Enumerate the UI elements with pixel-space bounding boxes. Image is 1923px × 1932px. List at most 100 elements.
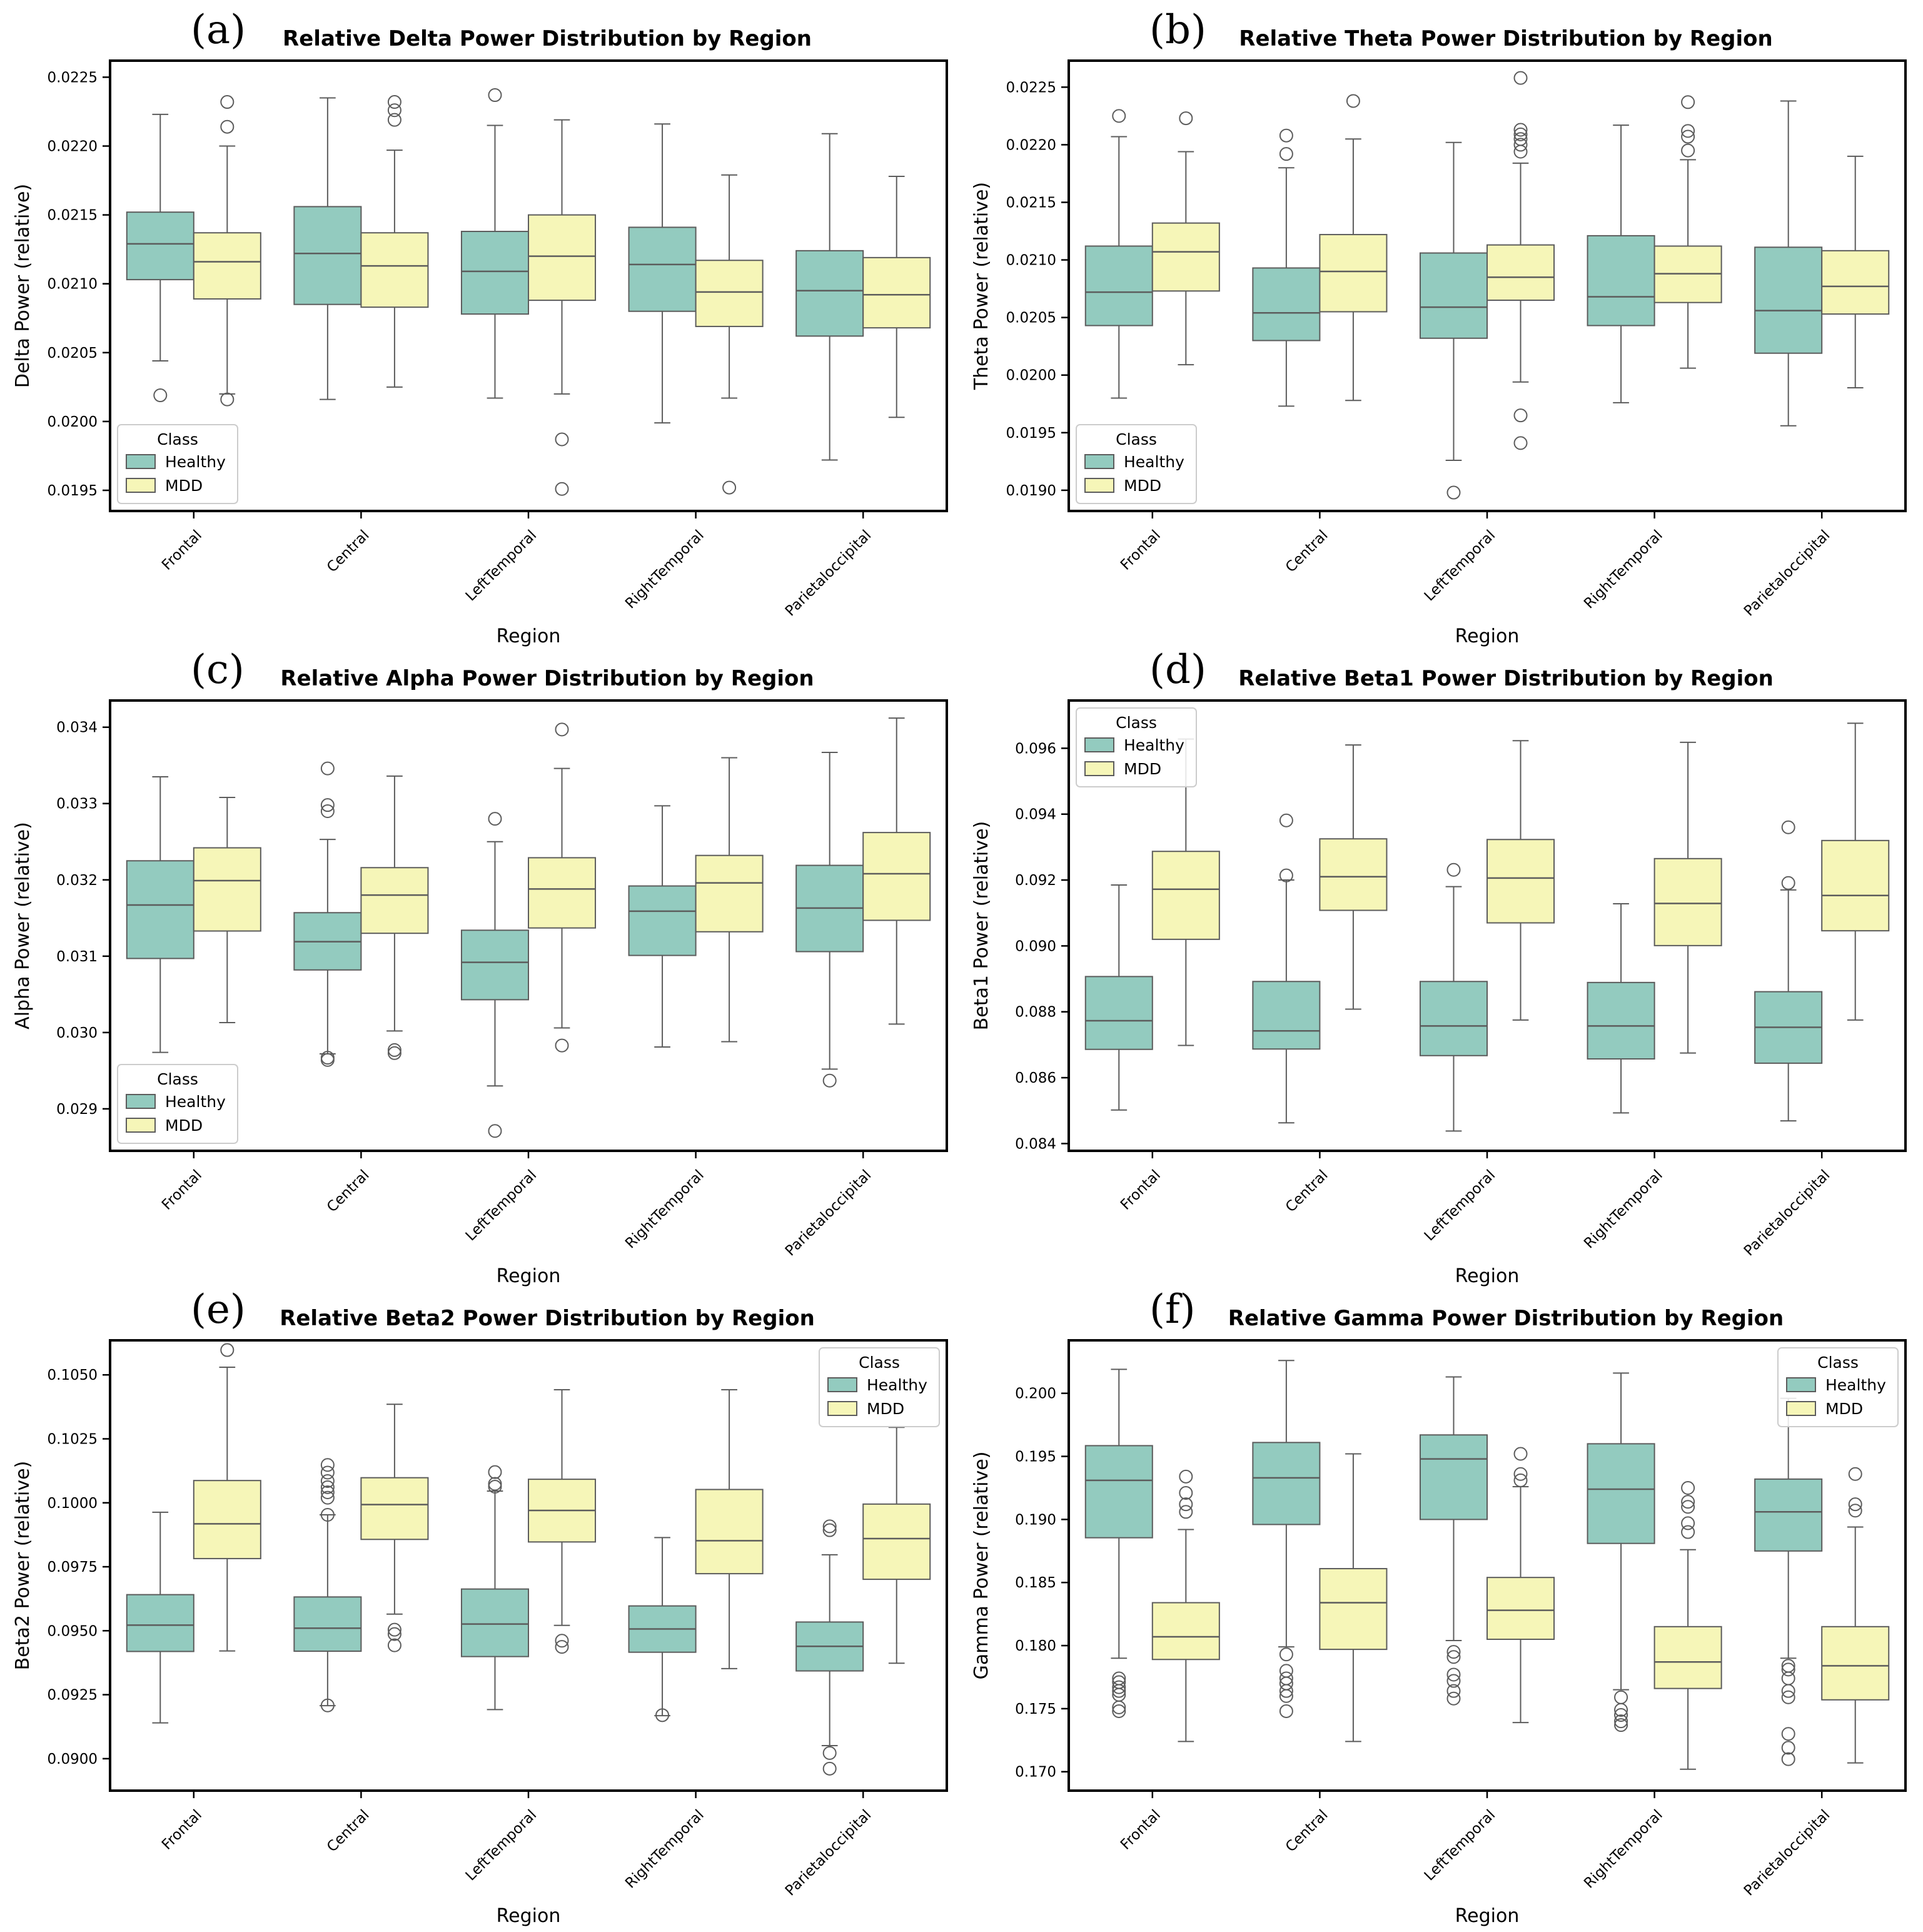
plot-frame: [109, 59, 948, 512]
box-healthy-parietaloccipital: [795, 1519, 864, 1776]
box-iqr: [126, 1594, 194, 1652]
x-tick-label: Frontal: [1118, 1167, 1164, 1213]
outlier-point: [555, 1038, 569, 1053]
outlier-point: [1513, 138, 1528, 152]
y-tick-label: 0.0950: [48, 1623, 98, 1639]
box-healthy-righttemporal: [628, 123, 697, 424]
outlier-point: [1513, 127, 1528, 141]
box-healthy-righttemporal: [1587, 903, 1655, 1114]
box-iqr: [1754, 246, 1823, 354]
outlier-point: [1781, 820, 1795, 834]
plot-frame: [1067, 59, 1907, 512]
x-tick-label: Central: [1283, 527, 1331, 576]
outlier-point: [1112, 1684, 1126, 1698]
legend-label-healthy: Healthy: [165, 453, 226, 471]
box-iqr: [1486, 244, 1555, 301]
outlier-point: [1513, 1473, 1528, 1487]
box-iqr: [193, 1480, 261, 1559]
outlier-point: [1513, 1447, 1528, 1461]
x-axis-label: Region: [497, 1265, 561, 1287]
box-healthy-frontal: [1084, 884, 1153, 1111]
outlier-point: [1781, 1684, 1795, 1698]
outlier-point: [488, 1465, 502, 1479]
box-healthy-lefttemporal: [1419, 862, 1488, 1132]
box-iqr: [360, 1477, 429, 1540]
x-tick-label: RightTemporal: [1581, 1167, 1666, 1252]
legend-label-mdd: MDD: [867, 1400, 904, 1418]
outlier-point: [488, 88, 502, 103]
box-mdd-righttemporal: [1653, 1480, 1722, 1770]
panel-c: (c) Relative Alpha Power Distribution by …: [12, 647, 948, 1287]
y-tick-label: 0.0975: [48, 1559, 98, 1575]
box-mdd-parietaloccipital: [1821, 155, 1890, 388]
box-healthy-parietaloccipital: [795, 133, 864, 461]
outlier-point: [488, 1124, 502, 1138]
y-tick-label: 0.185: [1015, 1575, 1056, 1591]
y-tick-label: 0.032: [56, 872, 98, 889]
outlier-point: [822, 1073, 837, 1088]
legend-swatch-healthy: [126, 1094, 156, 1109]
box-iqr: [460, 1588, 530, 1657]
box-healthy-central: [293, 761, 362, 1067]
legend-label-healthy: Healthy: [867, 1376, 927, 1394]
legend-label-healthy: Healthy: [1825, 1376, 1886, 1394]
box-iqr: [1319, 234, 1388, 313]
box-mdd-parietaloccipital: [862, 717, 931, 1025]
box-iqr: [1151, 222, 1220, 292]
outlier-point: [1681, 1480, 1695, 1495]
outlier-point: [555, 1640, 569, 1654]
box-healthy-frontal: [1084, 1368, 1153, 1718]
plot-frame: [1067, 1339, 1907, 1792]
x-tick-label: Frontal: [1118, 1807, 1164, 1853]
legend: Class Healthy MDD: [1076, 424, 1197, 504]
outlier-point: [1112, 1680, 1126, 1694]
outlier-point: [1112, 109, 1126, 123]
box-healthy-lefttemporal: [460, 1465, 530, 1711]
box-iqr: [1151, 851, 1220, 940]
y-tick-label: 0.096: [1015, 741, 1056, 757]
x-axis-label: Region: [1455, 1905, 1520, 1927]
box-healthy-central: [293, 1458, 362, 1712]
outlier-point: [1279, 1664, 1293, 1678]
y-tick-label: 0.0215: [1006, 195, 1056, 211]
y-tick-label: 0.1025: [48, 1432, 98, 1448]
box-mdd-central: [1319, 744, 1388, 1010]
outlier-point: [320, 1490, 335, 1505]
legend-title: Class: [157, 430, 198, 448]
box-iqr: [1821, 1626, 1890, 1701]
outlier-point: [387, 1046, 401, 1060]
outlier-point: [1279, 1689, 1293, 1703]
outlier-point: [1279, 813, 1293, 827]
outlier-point: [320, 1474, 335, 1488]
box-iqr: [695, 854, 764, 933]
y-tick-label: 0.0900: [48, 1751, 98, 1768]
box-mdd-lefttemporal: [1486, 1447, 1555, 1724]
outlier-point: [1112, 1704, 1126, 1718]
outlier-point: [655, 1708, 670, 1722]
legend: Class Healthy MDD: [117, 1064, 238, 1144]
box-iqr: [862, 1503, 931, 1580]
box-iqr: [126, 860, 194, 959]
outlier-point: [1446, 1684, 1461, 1698]
legend-swatch-healthy: [827, 1377, 857, 1392]
x-tick-label: Frontal: [159, 1167, 205, 1213]
box-iqr: [126, 211, 194, 281]
y-axis-label: Alpha Power (relative): [12, 822, 34, 1029]
x-tick-label: LeftTemporal: [463, 527, 540, 604]
x-axis-label: Region: [1455, 625, 1520, 647]
x-tick-label: RightTemporal: [622, 1167, 707, 1252]
x-tick-label: LeftTemporal: [463, 1167, 540, 1244]
box-iqr: [1252, 1442, 1321, 1525]
outlier-point: [1446, 862, 1461, 877]
box-iqr: [1084, 976, 1153, 1050]
y-tick-label: 0.090: [1015, 938, 1056, 954]
box-mdd-righttemporal: [695, 174, 764, 495]
y-tick-label: 0.0195: [1006, 425, 1056, 442]
box-healthy-righttemporal: [1587, 124, 1655, 403]
x-tick-label: RightTemporal: [1581, 1807, 1666, 1892]
outlier-point: [1681, 95, 1695, 109]
legend: Class Healthy MDD: [1777, 1347, 1899, 1427]
legend-label-mdd: MDD: [1124, 760, 1161, 778]
outlier-point: [1513, 408, 1528, 423]
legend-label-mdd: MDD: [165, 1116, 203, 1135]
